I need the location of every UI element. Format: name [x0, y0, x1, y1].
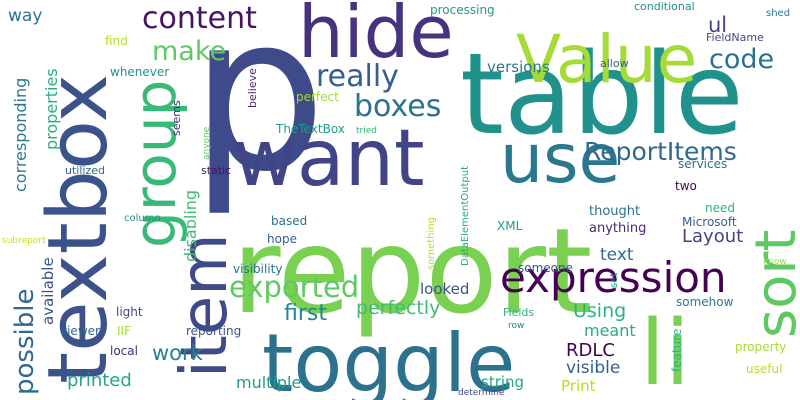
word-work: work: [152, 341, 204, 365]
word-string: string: [481, 373, 524, 391]
word-tried: tried: [356, 126, 377, 136]
word-use: use: [500, 120, 620, 199]
word-dataelementoutput: DataElementOutput: [460, 166, 471, 266]
word-content: content: [142, 1, 257, 36]
word-hope: hope: [267, 232, 297, 246]
word-toggle: toggle: [262, 317, 515, 400]
word-way: way: [8, 6, 42, 26]
word-column: column: [124, 213, 161, 224]
word-fields: Fields: [503, 306, 534, 319]
word-processing: processing: [430, 3, 495, 17]
word-layout: Layout: [682, 226, 743, 247]
word-conditional: conditional: [634, 0, 695, 13]
word-exported: exported: [229, 270, 359, 304]
word-two: two: [675, 179, 697, 193]
word-rdlc: RDLC: [566, 340, 615, 361]
word-really: really: [316, 59, 399, 94]
word-textbox: textbox: [31, 74, 126, 384]
word-visibility: visibility: [233, 262, 282, 276]
word-ul: ul: [708, 13, 727, 37]
word-seems: seems: [170, 100, 183, 136]
word-believe: believe: [246, 68, 259, 108]
word-local: local: [110, 344, 138, 358]
word-row: row: [508, 321, 524, 331]
word-item: item: [168, 233, 242, 378]
word-sort: sort: [744, 230, 800, 338]
word-shed: shed: [766, 8, 790, 19]
word-property: property: [735, 340, 786, 354]
word-boxes: boxes: [354, 89, 441, 124]
word-something: something: [426, 217, 437, 270]
word-set: set: [609, 273, 620, 288]
word-print: Print: [561, 377, 596, 395]
word-text: text: [600, 245, 634, 265]
word-table: table: [460, 30, 744, 160]
word-find: find: [105, 34, 128, 48]
word-thought: thought: [589, 204, 640, 219]
word-allow: allow: [600, 57, 629, 70]
word-iif: IIF: [117, 324, 131, 338]
word-subreport: subreport: [2, 236, 46, 246]
word-services: services: [678, 157, 727, 171]
word-need: need: [705, 201, 735, 215]
word-thetextbox: TheTextBox: [275, 122, 345, 136]
word-properties: properties: [42, 68, 61, 150]
word-corresponding: corresponding: [11, 78, 30, 192]
word-microsoft: Microsoft: [682, 215, 737, 229]
word-light: light: [116, 305, 143, 319]
word-versions: versions: [487, 58, 550, 76]
word-static: static: [201, 164, 231, 177]
word-code: code: [709, 44, 774, 75]
word-hide: hide: [298, 0, 454, 74]
word-feature: feature: [670, 329, 684, 372]
word-viewer: viewer: [60, 324, 100, 338]
word-anyone: anyone: [202, 126, 212, 160]
word-reporting: reporting: [186, 324, 241, 338]
word-group: group: [121, 80, 189, 248]
word-multiple: multiple: [236, 373, 301, 392]
word-available: available: [39, 257, 57, 325]
word-looked: looked: [420, 280, 469, 298]
word-anything: anything: [589, 221, 646, 236]
word-expression: expression: [500, 253, 727, 302]
word-value: Value: [516, 21, 697, 98]
word-somehow: somehow: [676, 295, 734, 309]
word-determine: determine: [458, 388, 505, 398]
word-reportitems: ReportItems: [584, 137, 737, 166]
word-someone: someone: [518, 261, 573, 275]
word-report: report: [232, 202, 592, 340]
word-meant: meant: [584, 321, 636, 340]
word-fieldname: FieldName: [706, 31, 764, 44]
word-printed: printed: [67, 370, 132, 391]
word-xml: XML: [497, 219, 523, 233]
word-disabling: disabling: [181, 190, 200, 262]
word-want: want: [233, 114, 425, 204]
word-useful: useful: [746, 362, 782, 376]
word-using: Using: [573, 300, 626, 322]
word-know: know: [763, 257, 787, 267]
word-based: based: [271, 214, 307, 228]
word-possible: possible: [10, 289, 40, 395]
word-perfect: perfect: [296, 90, 339, 104]
word-perfectly: perfectly: [356, 297, 440, 319]
word-utilized: utilized: [65, 164, 105, 177]
word-li: li: [640, 301, 690, 400]
word-first: first: [284, 301, 327, 326]
word-whenever: whenever: [110, 65, 169, 79]
word-p: p: [190, 0, 326, 219]
word-visible: visible: [566, 358, 620, 378]
word-make: make: [152, 36, 226, 67]
